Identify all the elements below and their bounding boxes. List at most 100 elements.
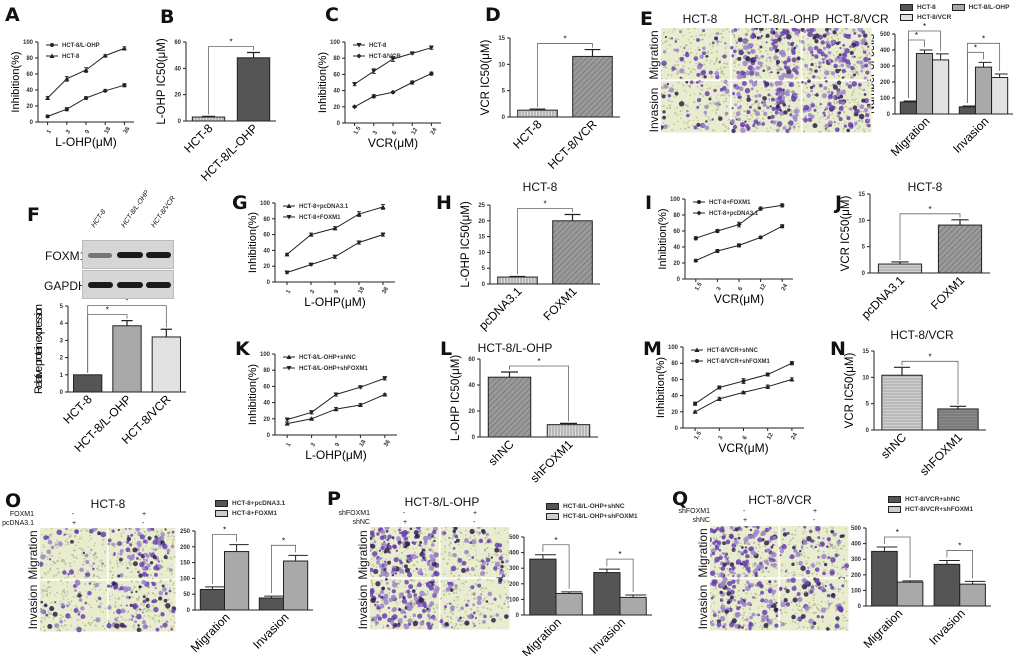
legend-item: HCT-8/L-OHP+shNC bbox=[283, 354, 357, 361]
micrograph-field bbox=[40, 528, 107, 580]
chart-o: 050100150200250Number of cellsMigration*… bbox=[165, 526, 313, 655]
bar bbox=[151, 336, 181, 393]
series-1 bbox=[284, 376, 388, 423]
y-tick-label: 40 bbox=[671, 394, 678, 400]
x-axis-label: VCR(μM) bbox=[714, 292, 764, 306]
condition-mark: - bbox=[142, 520, 145, 527]
y-tick-label: 0 bbox=[267, 280, 271, 286]
legend-label: HCT-8/L-OHP+shFOXM1 bbox=[563, 513, 638, 521]
error-bar bbox=[935, 53, 949, 60]
data-point bbox=[356, 43, 362, 48]
bar bbox=[552, 220, 593, 285]
bar bbox=[899, 101, 917, 115]
legend-item: HCT-8/L-OHP+shFOXM1 bbox=[283, 366, 369, 372]
y-tick-label: 0 bbox=[862, 271, 866, 277]
significance-marker: * bbox=[928, 352, 931, 361]
legend-label: HCT-8/VCR bbox=[917, 14, 952, 22]
significance-marker: * bbox=[223, 526, 226, 535]
x-tick-label: 1.5 bbox=[694, 281, 704, 292]
micrograph bbox=[710, 526, 850, 631]
y-tick-label: 3 bbox=[60, 338, 64, 344]
bar bbox=[529, 558, 557, 616]
y-tick-label: 100 bbox=[330, 40, 341, 46]
legend-label: HCT-8+FOXM1 bbox=[232, 510, 277, 518]
y-tick-label: 500 bbox=[880, 32, 891, 38]
title-q: HCT-8/VCR bbox=[748, 493, 812, 507]
data-point bbox=[765, 384, 771, 389]
error-bar bbox=[876, 546, 898, 552]
data-point bbox=[693, 235, 699, 241]
legend-swatch bbox=[900, 4, 913, 11]
x-category-label: shNC bbox=[485, 437, 516, 468]
micrograph bbox=[661, 28, 872, 134]
y-tick-label: 20 bbox=[673, 261, 680, 267]
legend-label: HCT-8+pcDNA3.1 bbox=[299, 204, 349, 210]
row-label: Invasion bbox=[696, 584, 710, 630]
panel-label-g: G bbox=[232, 192, 248, 214]
error-bar bbox=[564, 213, 581, 221]
y-tick-label: 15 bbox=[498, 36, 505, 42]
condition-mark: + bbox=[403, 519, 408, 526]
y-axis-label: Inhibition(%) bbox=[247, 212, 259, 273]
y-tick-label: 100 bbox=[260, 201, 271, 207]
series-0 bbox=[693, 224, 785, 263]
y-tick-label: 20 bbox=[671, 410, 678, 416]
chart-svg: 0 5 10 15 VCR IC50(μM) pcDNA3.1 FOXM1 * bbox=[840, 192, 990, 322]
y-tick-label: 40 bbox=[26, 88, 33, 94]
significance-marker: * bbox=[537, 357, 540, 366]
legend-swatch bbox=[215, 510, 228, 518]
y-tick-label: 200 bbox=[180, 545, 191, 551]
series-line bbox=[286, 234, 384, 273]
bar bbox=[112, 325, 142, 393]
legend-item: HCT-8/VCR+shNC bbox=[691, 347, 759, 354]
data-point bbox=[284, 421, 290, 426]
y-tick-label: 400 bbox=[509, 551, 520, 557]
significance-bracket bbox=[509, 365, 569, 422]
error-bar bbox=[229, 544, 249, 552]
x-tick-label: 1 bbox=[286, 442, 293, 448]
x-category-label: pcDNA3.1 bbox=[476, 284, 525, 333]
y-tick-label: 20 bbox=[333, 105, 340, 111]
legend-swatch bbox=[900, 14, 913, 22]
data-point bbox=[371, 93, 377, 99]
legend-o: HCT-8+pcDNA3.1 HCT-8+FOXM1 bbox=[215, 500, 285, 517]
blot-label-foxm1: FOXM1 bbox=[45, 249, 87, 263]
micrograph bbox=[40, 528, 177, 633]
chart-svg: 0 5 10 15 VCR IC50(μM) shNC shFOXM1 * bbox=[844, 349, 986, 478]
series-0 bbox=[352, 45, 434, 87]
significance-bracket bbox=[901, 360, 959, 405]
bar bbox=[283, 560, 309, 611]
y-tick-label: 50 bbox=[183, 592, 190, 598]
x-category-label: FOXM1 bbox=[928, 273, 967, 312]
column-label: HCT-8/VCR bbox=[825, 12, 889, 26]
data-point bbox=[84, 96, 88, 100]
y-tick-label: 0 bbox=[337, 121, 341, 127]
panel-label-b: B bbox=[160, 6, 175, 28]
condition-label: pcDNA3.1 bbox=[2, 520, 34, 527]
y-axis-label: VCR IC50(μM) bbox=[844, 353, 856, 429]
x-tick-label: 3 bbox=[310, 289, 317, 295]
y-tick-label: 100 bbox=[260, 352, 271, 358]
y-tick-label: 15 bbox=[858, 192, 865, 198]
y-axis-label: Inhibition(%) bbox=[657, 208, 669, 269]
condition-mark: - bbox=[72, 511, 75, 518]
blot-band bbox=[146, 252, 171, 258]
x-category-label: Invasion bbox=[250, 610, 292, 652]
chart-a: 0 20 40 60 80 100 Inhibition(%) 1 3 9 18 36 L-OHP(μM… bbox=[10, 40, 134, 149]
micrograph-field bbox=[661, 79, 731, 133]
significance-bracket bbox=[271, 544, 296, 594]
micrograph-field bbox=[778, 526, 850, 578]
condition-mark: + bbox=[72, 520, 77, 527]
chart-svg: 050100150200250Number of cellsMigration*… bbox=[165, 526, 313, 655]
significance-bracket bbox=[606, 558, 634, 593]
chart-h: 0 5 10 15 20 25 L-OHP IC50(μM) pcDNA3.1 FOXM1 * bbox=[460, 199, 600, 333]
title-p: HCT-8/L-OHP bbox=[404, 495, 480, 509]
y-tick-label: 500 bbox=[509, 535, 520, 541]
legend-label: HCT-8/L-OHP bbox=[62, 43, 100, 49]
data-point bbox=[286, 215, 292, 220]
data-point bbox=[371, 69, 377, 74]
panel-label-i: I bbox=[645, 192, 653, 214]
